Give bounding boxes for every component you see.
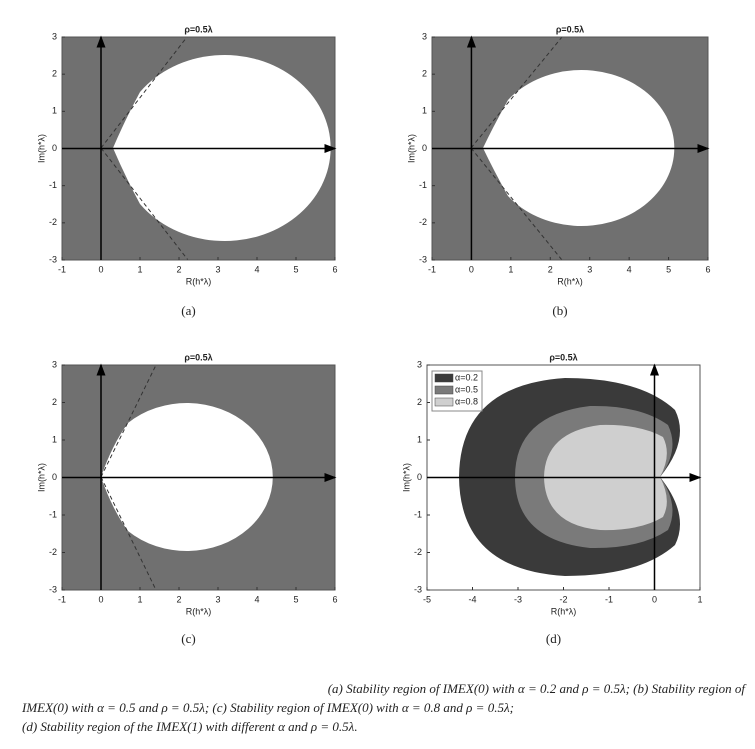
y-axis-label: Im(h*λ) [36,134,46,163]
caption-line: IMEX(0) with α = 0.5 and ρ = 0.5λ; (c) S… [21,700,514,715]
y-tick-label: 2 [422,69,427,79]
chart-title: ρ=0.5λ [556,24,584,34]
y-tick-label: 3 [417,359,422,369]
x-tick-label: 4 [254,594,259,604]
subfigure-label: (d) [546,631,561,646]
y-tick-label: 0 [52,472,57,482]
x-tick-label: -1 [428,264,436,274]
x-tick-label: -5 [423,594,431,604]
x-tick-label: 3 [587,264,592,274]
x-tick-label: 0 [469,264,474,274]
x-tick-label: -3 [514,594,522,604]
y-tick-label: 2 [417,397,422,407]
y-tick-label: 3 [52,31,57,41]
x-tick-label: -1 [58,594,66,604]
y-axis-label: Im(h*λ) [36,463,46,492]
x-tick-label: 6 [332,594,337,604]
y-tick-label: 1 [52,434,57,444]
x-tick-label: 1 [137,264,142,274]
y-tick-label: 0 [422,143,427,153]
y-axis-label: Im(h*λ) [401,463,411,492]
x-tick-label: -2 [559,594,567,604]
y-tick-label: -1 [414,509,422,519]
x-tick-label: 5 [293,264,298,274]
y-tick-label: -1 [419,180,427,190]
x-axis-label: R(h*λ) [557,276,583,286]
x-tick-label: 1 [137,594,142,604]
dashed-line [100,36,189,261]
y-tick-label: 2 [52,69,57,79]
y-tick-label: -2 [414,547,422,557]
x-tick-label: 2 [176,594,181,604]
y-tick-label: -1 [49,180,57,190]
x-tick-label: 2 [176,264,181,274]
y-tick-label: -2 [49,547,57,557]
chart-title: ρ=0.5λ [184,24,212,34]
legend-label: α=0.5 [455,384,478,394]
x-tick-label: 0 [652,594,657,604]
chart-title: ρ=0.5λ [184,352,212,362]
y-tick-label: -2 [49,217,57,227]
x-axis-label: R(h*λ) [186,276,212,286]
x-tick-label: 3 [215,594,220,604]
caption-line: (d) Stability region of the IMEX(1) with… [22,719,358,734]
y-tick-label: 0 [52,143,57,153]
legend-swatch [434,385,454,395]
legend-swatch [434,373,454,383]
chart-title: ρ=0.5λ [549,352,577,362]
x-tick-label: 4 [254,264,259,274]
x-tick-label: -1 [605,594,613,604]
y-tick-label: -2 [419,217,427,227]
x-axis-label: R(h*λ) [551,606,577,616]
subfigure-label: (a) [181,303,195,318]
x-tick-label: -4 [468,594,476,604]
x-axis-label: R(h*λ) [186,606,212,616]
y-tick-label: -3 [49,254,57,264]
x-tick-label: 5 [293,594,298,604]
y-tick-label: 1 [52,106,57,116]
x-tick-label: 0 [98,264,103,274]
legend-label: α=0.8 [455,396,478,406]
x-tick-label: 6 [332,264,337,274]
legend-label: α=0.2 [455,372,478,382]
dashed-line [470,36,563,261]
x-tick-label: 5 [666,264,671,274]
y-tick-label: 0 [417,472,422,482]
y-tick-label: -1 [49,509,57,519]
y-tick-label: 1 [417,434,422,444]
y-tick-label: -3 [49,584,57,594]
y-tick-label: 3 [52,359,57,369]
x-tick-label: 4 [627,264,632,274]
x-tick-label: -1 [58,264,66,274]
y-tick-label: -3 [419,254,427,264]
x-tick-label: 3 [215,264,220,274]
subfigure-label: (c) [181,631,195,646]
subfigure-label: (b) [552,303,567,318]
y-tick-label: 1 [422,106,427,116]
y-tick-label: 2 [52,397,57,407]
x-tick-label: 2 [548,264,553,274]
y-tick-label: 3 [422,31,427,41]
x-tick-label: 1 [697,594,702,604]
legend-swatch [434,397,454,407]
y-axis-label: Im(h*λ) [406,134,416,163]
x-tick-label: 1 [508,264,513,274]
x-tick-label: 6 [705,264,710,274]
caption-line: (a) Stability region of IMEX(0) with α =… [328,681,748,696]
y-tick-label: -3 [414,584,422,594]
x-tick-label: 0 [98,594,103,604]
